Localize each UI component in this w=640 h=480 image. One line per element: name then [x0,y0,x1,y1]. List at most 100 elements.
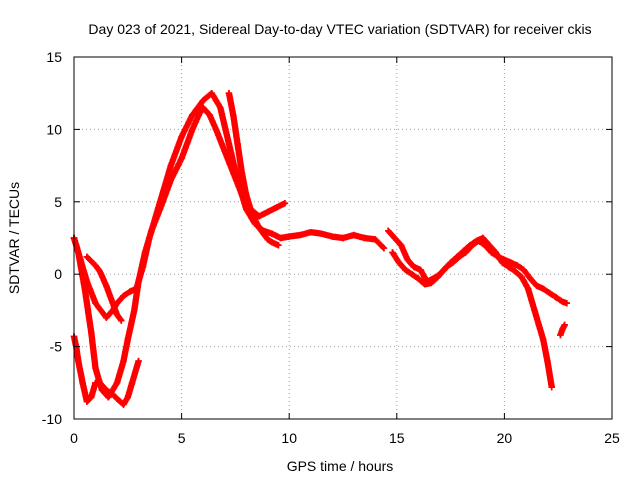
data-point [511,268,519,275]
data-point [255,224,263,232]
data-point [221,147,228,155]
data-point [120,357,127,365]
data-point [264,236,271,243]
data-point [103,386,110,394]
data-point [559,326,566,333]
data-point [404,256,411,263]
data-point [206,111,213,119]
data-point [440,266,448,274]
data-point [126,288,134,295]
data-point [83,253,91,261]
data-point [402,266,409,274]
y-tick-label: 10 [46,121,62,137]
data-point [350,231,357,239]
data-point [453,253,461,261]
data-point [148,227,155,234]
data-point [247,205,254,213]
series-markers [389,234,555,391]
data-point [518,273,525,281]
plot-frame [73,56,613,420]
data-point [264,208,271,216]
data-point [113,311,121,318]
data-point [408,271,416,278]
data-point [225,140,233,148]
data-point [135,278,142,285]
data-point [255,213,263,220]
data-point [417,266,424,274]
data-point [79,379,86,386]
data-point [479,234,487,242]
data-point [83,398,91,405]
data-point [397,242,405,249]
data-point [505,263,512,271]
y-tick-label: 5 [54,194,62,210]
series-trace-g [389,234,555,391]
series-trace-a [70,90,388,321]
data-point [544,357,551,365]
data-point [225,90,233,97]
data-point [124,394,131,401]
data-point [96,268,104,275]
data-point [103,314,110,321]
data-point [499,259,506,266]
y-tick-label: -10 [42,411,62,427]
data-point [88,328,95,336]
data-point [486,242,493,249]
data-point [527,275,534,282]
data-point [520,266,527,274]
data-point [113,395,121,402]
y-axis-label: SDTVAR / TECUs [6,182,22,294]
data-point [120,401,127,408]
data-point [195,111,203,119]
data-point [281,200,289,207]
data-point [329,233,336,240]
data-point [75,249,82,256]
data-point [286,233,293,240]
data-point [109,391,116,398]
data-point [230,169,237,177]
data-point [460,247,467,255]
data-point [447,259,454,266]
data-point [391,234,398,242]
data-point [434,273,441,281]
data-point [105,394,112,401]
x-tick-label: 15 [389,430,405,446]
data-point [103,282,110,289]
data-point [189,111,196,119]
data-point [307,229,314,236]
data-point [415,275,422,282]
data-point [507,259,515,266]
series-trace-e [225,90,282,249]
data-point [141,249,149,256]
series-trace-h [557,321,568,339]
data-point [492,249,499,256]
data-point [389,249,396,256]
data-point [230,111,237,119]
data-point [473,237,480,245]
data-point [546,289,553,297]
y-tick-label: 15 [46,49,62,65]
data-point [361,234,368,242]
data-point [535,321,543,329]
data-point [275,242,282,249]
data-points [70,90,571,408]
data-point [178,155,185,162]
data-point [561,321,568,329]
data-point [96,379,104,386]
data-point [92,262,99,269]
data-point [167,162,175,169]
x-tick-label: 20 [497,430,513,446]
x-tick-label: 0 [70,430,78,446]
data-point [81,285,88,292]
data-point [167,176,175,184]
data-point [208,90,215,97]
data-point [199,104,207,111]
data-point [531,307,538,314]
data-point [88,394,95,401]
data-point [548,383,555,391]
data-point [238,169,246,177]
x-tick-label: 25 [604,430,620,446]
data-point [277,234,284,242]
data-point [410,263,418,271]
